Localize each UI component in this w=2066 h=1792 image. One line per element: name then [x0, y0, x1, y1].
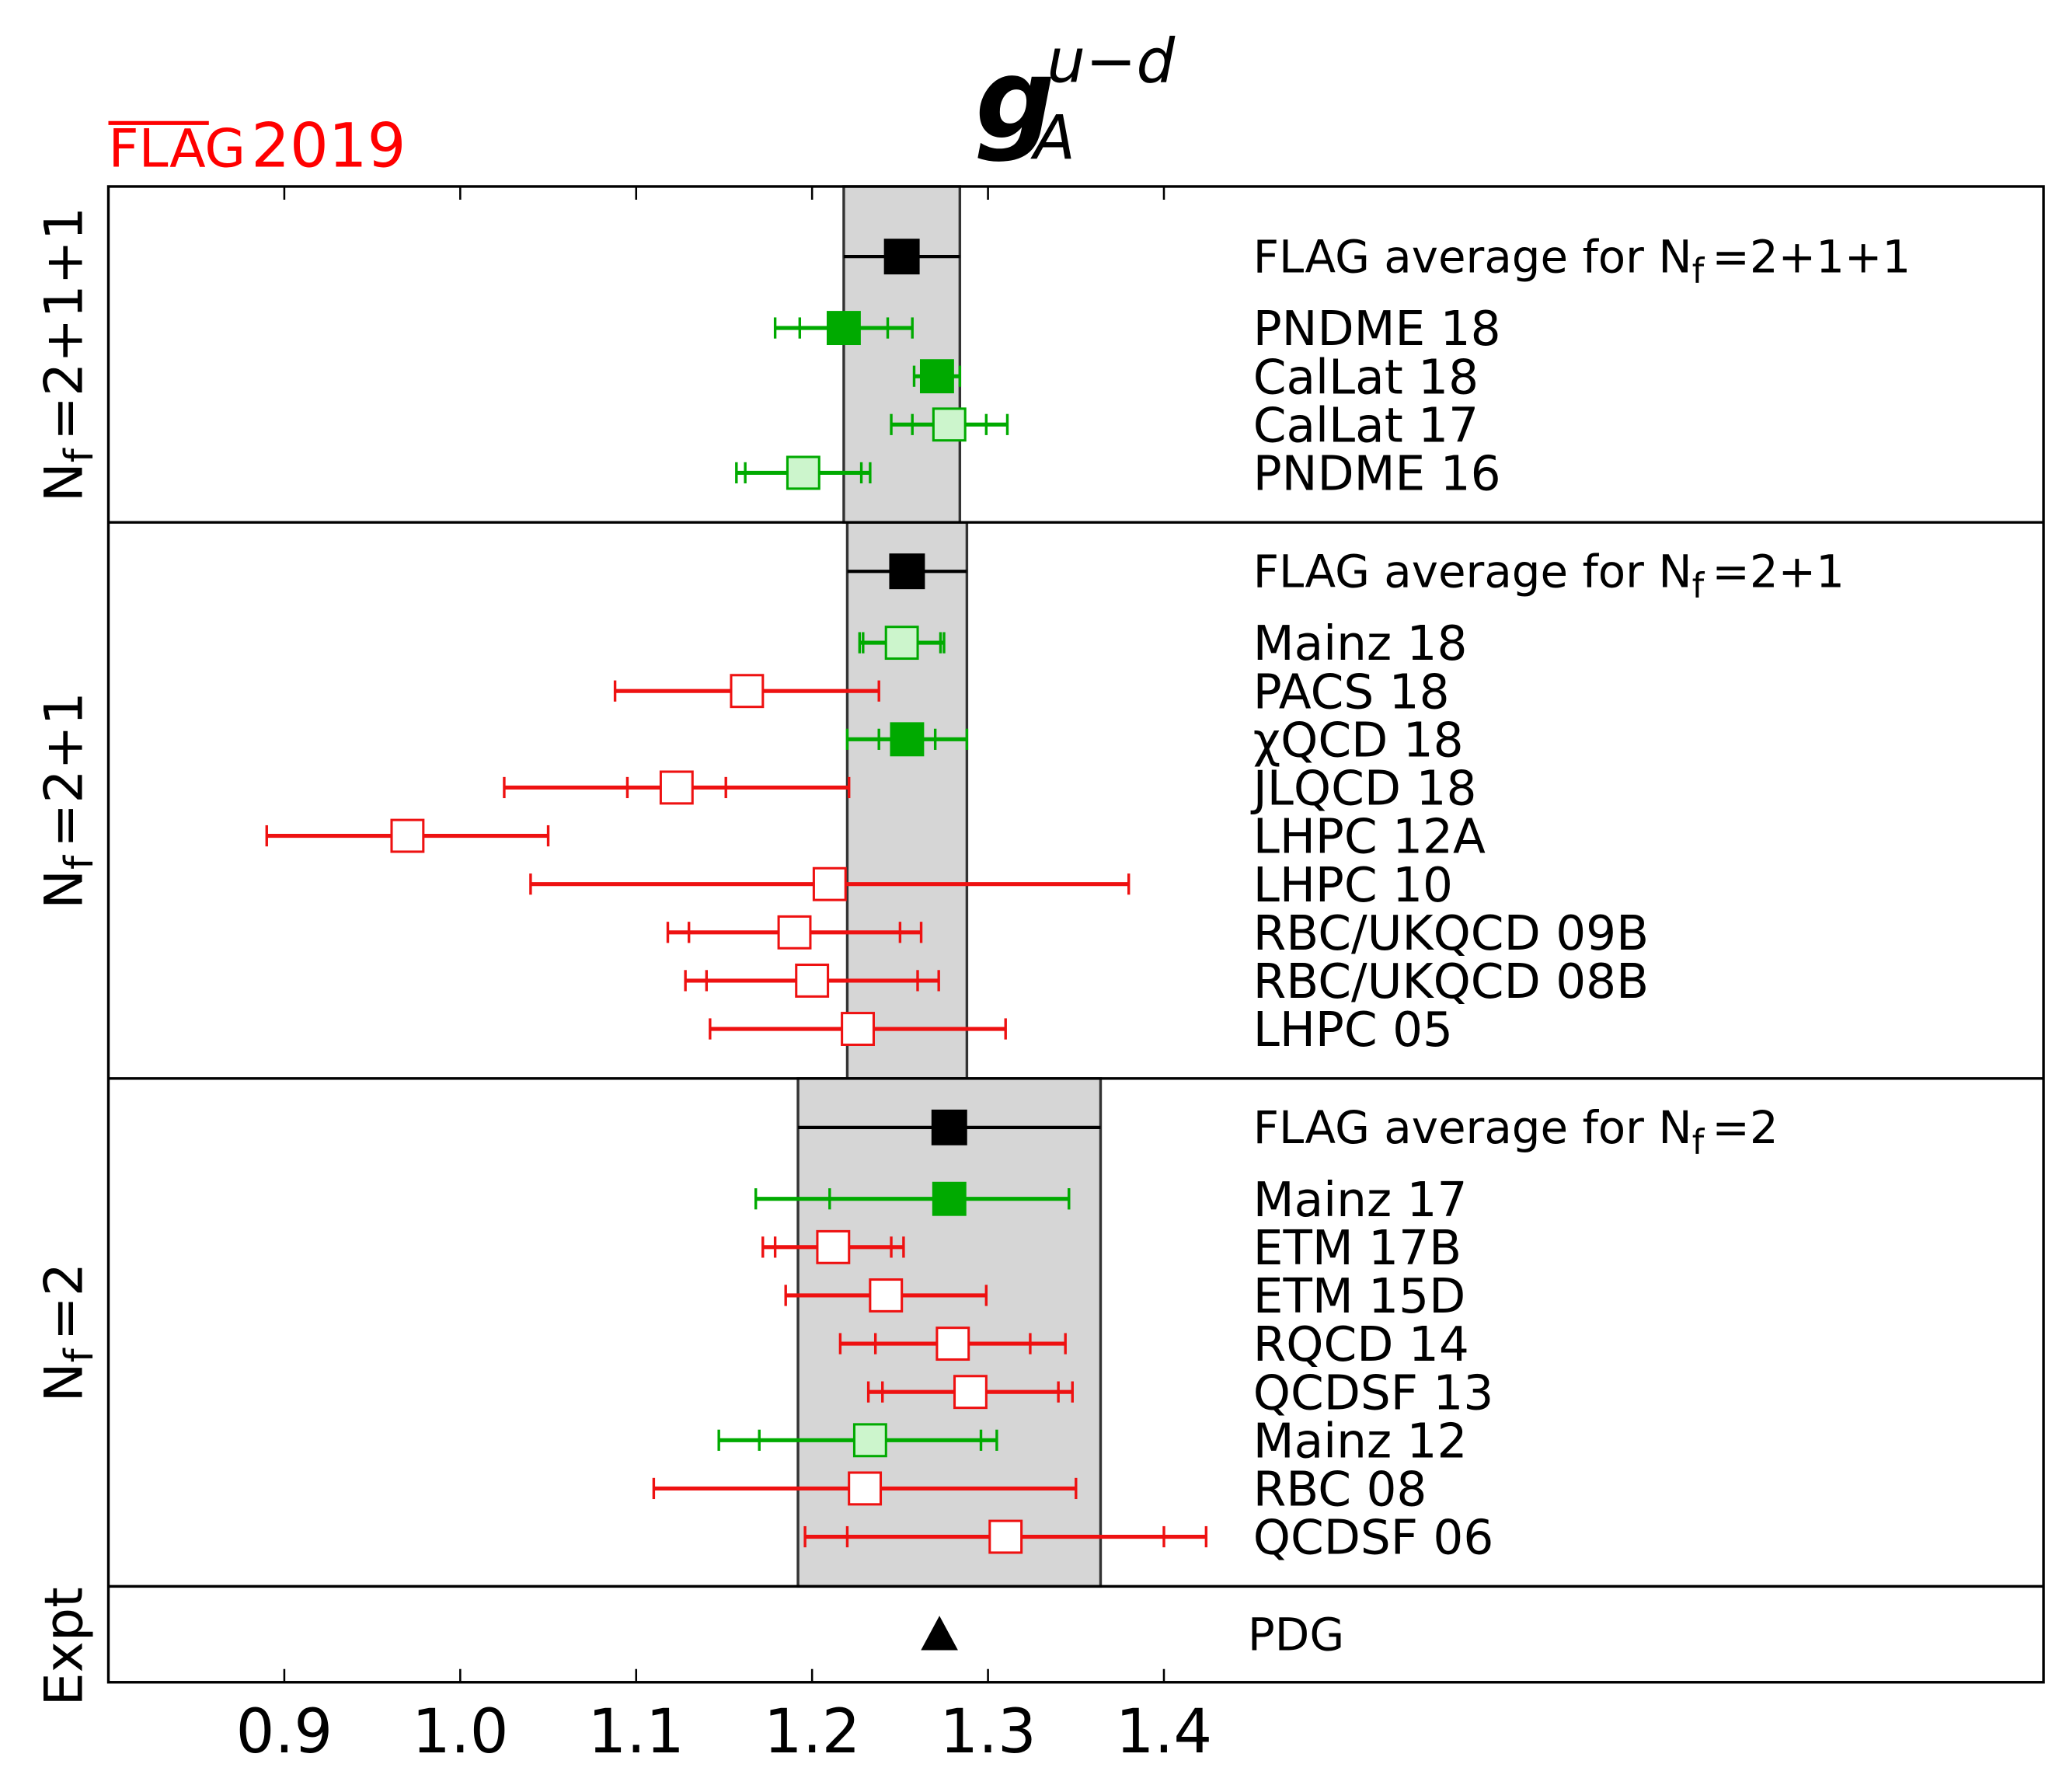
logo: FLAG [108, 118, 246, 180]
group-label: Nf =2+1 [33, 692, 103, 909]
x-tick-label: 0.9 [236, 1696, 333, 1767]
marker [884, 626, 919, 661]
marker [935, 1327, 970, 1361]
entry-label: ETM 15D [1253, 1269, 1465, 1324]
entry-label: RBC/UKQCD 09B [1253, 906, 1649, 961]
title-sub: A [1030, 103, 1075, 173]
average-label-part: FLAG average for N [1253, 231, 1692, 284]
title-sup: u−d [1047, 26, 1176, 97]
average-label-part: f [1692, 1123, 1705, 1163]
marker [890, 722, 925, 757]
group-label: Nf =2 [33, 1263, 103, 1402]
group-label: Expt [33, 1587, 95, 1706]
entry-label: LHPC 10 [1253, 858, 1453, 913]
entry-label: LHPC 12A [1253, 810, 1486, 865]
average-label-part: f [1692, 567, 1705, 606]
group-label-part: =2 [33, 1263, 95, 1341]
x-tick-label: 1.3 [939, 1696, 1036, 1767]
pdg-label: PDG [1248, 1608, 1344, 1661]
marker [659, 770, 694, 805]
entry-label: PNDME 18 [1253, 302, 1501, 357]
group-label-part: f [57, 855, 103, 870]
plot-frame [106, 185, 2045, 1684]
marker [777, 915, 812, 950]
entry-label: RQCD 14 [1253, 1317, 1469, 1372]
marker [932, 407, 967, 442]
marker [932, 1181, 967, 1216]
entry-label: QCDSF 13 [1253, 1365, 1494, 1421]
marker [826, 311, 861, 346]
average-label-part: f [1692, 252, 1705, 291]
entry-label: PNDME 16 [1253, 447, 1501, 502]
group-label-part: N [33, 870, 95, 909]
average-band [845, 521, 969, 1080]
logo-year: 2019 [251, 110, 406, 181]
marker [852, 1423, 887, 1458]
average-label-part: =2+1 [1712, 546, 1845, 598]
x-tick-label: 1.1 [588, 1696, 685, 1767]
entry-label: ETM 17B [1253, 1221, 1462, 1276]
group-label: Nf =2+1+1 [33, 207, 103, 502]
x-tick-label: 1.2 [764, 1696, 860, 1767]
average-label: FLAG average for Nf =2+1 [1253, 546, 1845, 607]
average-label: FLAG average for Nf =2 [1253, 1101, 1779, 1163]
marker [390, 818, 425, 853]
group-label-part: =2+1 [33, 692, 95, 848]
marker [953, 1375, 988, 1410]
entry-label: PACS 18 [1253, 664, 1450, 720]
marker [795, 963, 830, 998]
average-label-part: FLAG average for N [1253, 1101, 1692, 1154]
group-label-part: =2+1+1 [33, 207, 95, 441]
marker [841, 1012, 875, 1046]
marker [816, 1229, 851, 1264]
entry-label: Mainz 17 [1253, 1173, 1468, 1228]
average-label-part: =2+1+1 [1712, 231, 1911, 284]
pdg-marker [921, 1616, 958, 1651]
average-label-part: FLAG average for N [1253, 546, 1692, 598]
title-main: g [975, 34, 1054, 164]
group-label-part: f [57, 448, 103, 462]
entry-label: RBC/UKQCD 08B [1253, 954, 1649, 1009]
average-marker [883, 239, 920, 275]
average-marker [931, 1109, 967, 1145]
entry-label: χQCD 18 [1253, 713, 1464, 768]
entry-label: CalLat 17 [1253, 398, 1479, 453]
marker [919, 359, 954, 394]
group-label-part: N [33, 1362, 95, 1402]
entry-label: LHPC 05 [1253, 1002, 1453, 1058]
x-tick-label: 1.0 [412, 1696, 508, 1767]
marker [812, 866, 847, 901]
entry-label: JLQCD 18 [1250, 762, 1477, 817]
average-label-part: =2 [1712, 1101, 1778, 1154]
entry-label: CalLat 18 [1253, 350, 1479, 405]
average-marker [889, 553, 925, 590]
x-tick-label: 1.4 [1116, 1696, 1212, 1767]
average-label: FLAG average for Nf =2+1+1 [1253, 231, 1911, 292]
marker [848, 1471, 883, 1506]
entry-label: QCDSF 06 [1253, 1511, 1494, 1566]
group-label-part: f [57, 1347, 103, 1362]
entry-label: Mainz 18 [1253, 616, 1468, 671]
marker [869, 1278, 904, 1313]
marker [988, 1519, 1023, 1554]
entry-label: Mainz 12 [1253, 1414, 1468, 1469]
entry-label: RBC 08 [1253, 1463, 1427, 1518]
marker [730, 674, 765, 709]
marker [786, 455, 820, 490]
group-label-part: N [33, 462, 95, 502]
